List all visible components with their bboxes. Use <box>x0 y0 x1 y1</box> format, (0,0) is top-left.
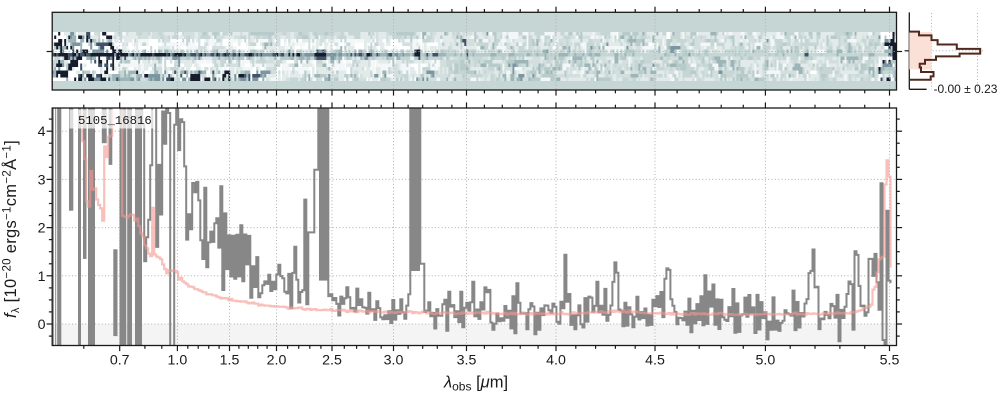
svg-text:2.0: 2.0 <box>267 353 287 369</box>
svg-text:fλ [10−20 ergs−1cm−2Å−1]: fλ [10−20 ergs−1cm−2Å−1] <box>1 140 22 318</box>
svg-text:0.7: 0.7 <box>110 353 130 369</box>
svg-text:5.5: 5.5 <box>880 353 900 369</box>
svg-text:3.5: 3.5 <box>457 353 477 369</box>
svg-text:4: 4 <box>38 124 46 140</box>
svg-text:-0.00 ± 0.23: -0.00 ± 0.23 <box>934 82 998 96</box>
svg-text:0: 0 <box>38 317 46 333</box>
svg-text:4.5: 4.5 <box>645 353 665 369</box>
svg-text:1: 1 <box>38 269 46 285</box>
svg-text:1.0: 1.0 <box>168 353 188 369</box>
svg-text:3.0: 3.0 <box>384 353 404 369</box>
svg-text:λobs [μm]: λobs [μm] <box>443 374 508 394</box>
svg-text:5105_16816: 5105_16816 <box>78 114 152 128</box>
svg-text:3: 3 <box>38 172 46 188</box>
svg-text:5.0: 5.0 <box>756 353 776 369</box>
svg-text:2: 2 <box>38 221 46 237</box>
svg-text:4.0: 4.0 <box>546 353 566 369</box>
svg-text:2.5: 2.5 <box>322 353 342 369</box>
svg-text:1.5: 1.5 <box>220 353 240 369</box>
